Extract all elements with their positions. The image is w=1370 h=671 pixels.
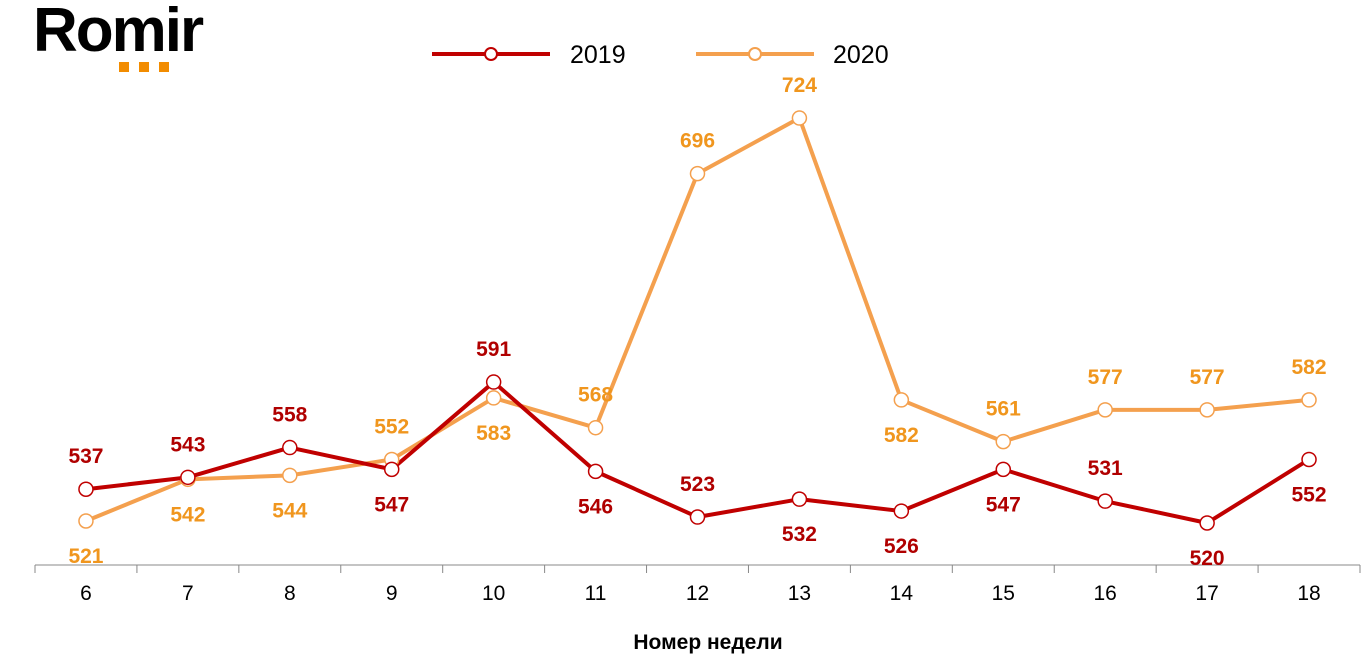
logo-text: Romir [33,0,204,65]
logo-dot [159,62,169,72]
data-label-2020: 577 [1088,366,1123,389]
data-label-2019: 531 [1088,457,1123,480]
data-label-2020: 552 [374,415,409,438]
data-point-2019 [1199,515,1215,531]
legend-label-2020: 2020 [833,41,889,69]
data-point-2020 [78,513,94,529]
data-label-2019: 558 [272,404,307,427]
data-point-2020 [282,467,298,484]
data-point-2020 [995,433,1012,450]
romir-logo: Romir [33,0,204,72]
data-label-2020: 582 [884,424,919,447]
data-point-2019 [791,491,808,507]
data-label-2020: 561 [986,398,1021,421]
data-point-2019 [893,503,910,519]
data-point-2019 [383,461,400,478]
x-tick-label: 18 [1297,582,1320,605]
x-tick-label: 14 [890,582,914,605]
data-label-2019: 532 [782,523,817,546]
data-label-2019: 547 [374,493,409,516]
x-tick-label: 16 [1094,582,1117,605]
x-tick-label: 15 [992,582,1015,605]
data-point-2020 [1199,402,1215,418]
data-point-2019 [282,439,298,456]
data-point-2019 [1097,493,1113,509]
data-point-2020 [689,165,706,182]
data-point-2019 [180,469,196,486]
x-tick-label: 11 [585,582,607,605]
x-tick-label: 8 [284,582,296,605]
data-label-2019: 537 [68,445,103,468]
logo-dot [119,62,129,72]
x-tick-label: 6 [80,582,92,605]
legend-marker-2020 [748,47,762,61]
data-point-2019 [587,463,604,480]
data-point-2020 [893,392,910,408]
x-tick-label: 7 [182,582,194,605]
data-point-2020 [485,390,502,406]
data-label-2020: 544 [272,499,307,522]
data-point-2020 [587,419,604,436]
data-label-2020: 582 [1292,356,1327,379]
data-label-2019: 552 [1292,483,1327,506]
data-label-2019: 526 [884,535,919,558]
data-label-2020: 521 [68,545,103,568]
data-label-2019: 523 [680,473,715,496]
data-point-2020 [1097,402,1113,418]
x-tick-label: 13 [788,582,811,605]
series-line-2019 [85,380,1311,525]
data-point-2019 [689,509,706,525]
data-label-2020: 568 [578,384,613,407]
data-label-2019: 547 [986,493,1021,516]
x-tick-label: 9 [386,582,398,605]
x-tick-label: 10 [482,582,505,605]
data-label-2019: 591 [476,338,511,361]
x-tick-label: 17 [1195,582,1218,605]
data-point-2019 [1301,451,1317,468]
legend-marker-2019 [484,47,498,61]
data-label-2020: 583 [476,422,511,445]
data-point-2019 [995,461,1012,478]
x-tick-label: 12 [686,582,709,605]
data-point-2020 [791,110,808,126]
legend-label-2019: 2019 [570,41,626,69]
x-axis-title: Номер недели [633,631,782,654]
data-label-2020: 542 [170,503,205,526]
data-label-2020: 724 [782,74,817,97]
data-label-2020: 577 [1190,366,1225,389]
data-label-2019: 546 [578,495,613,518]
data-point-2019 [78,481,94,497]
data-point-2020 [1301,392,1317,408]
data-label-2019: 520 [1190,547,1225,570]
data-label-2019: 543 [170,433,205,456]
data-label-2020: 696 [680,130,715,153]
data-point-2019 [485,374,502,390]
logo-dot [139,62,149,72]
